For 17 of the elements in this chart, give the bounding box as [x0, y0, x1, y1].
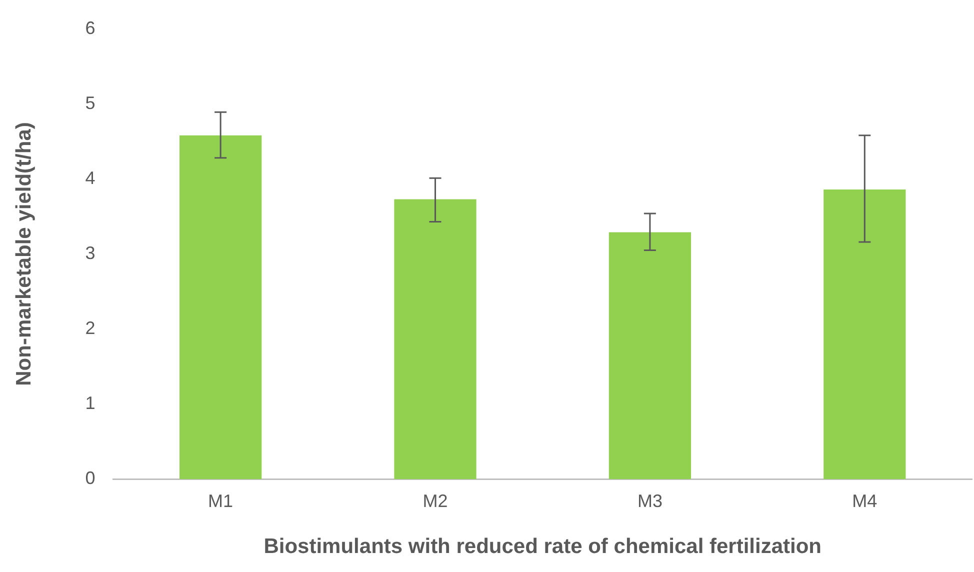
y-tick-label: 4	[85, 168, 96, 188]
x-tick-label: M1	[208, 490, 234, 511]
x-tick-label: M3	[637, 490, 662, 511]
y-axis-title: Non-marketable yield(t/ha)	[12, 122, 36, 386]
y-tick-label: 0	[85, 468, 96, 488]
y-tick-label: 1	[85, 393, 96, 414]
y-tick-label: 6	[85, 18, 96, 38]
y-tick-label: 2	[85, 318, 96, 338]
y-tick-label: 5	[85, 92, 96, 113]
x-axis-title: Biostimulants with reduced rate of chemical fertilization	[264, 535, 822, 558]
bar	[394, 199, 476, 480]
bar	[608, 232, 692, 480]
bar	[180, 135, 262, 480]
x-tick-label: M4	[852, 490, 878, 511]
x-tick-label: M2	[422, 490, 448, 511]
y-tick-label: 3	[85, 242, 96, 263]
bar	[824, 189, 906, 480]
